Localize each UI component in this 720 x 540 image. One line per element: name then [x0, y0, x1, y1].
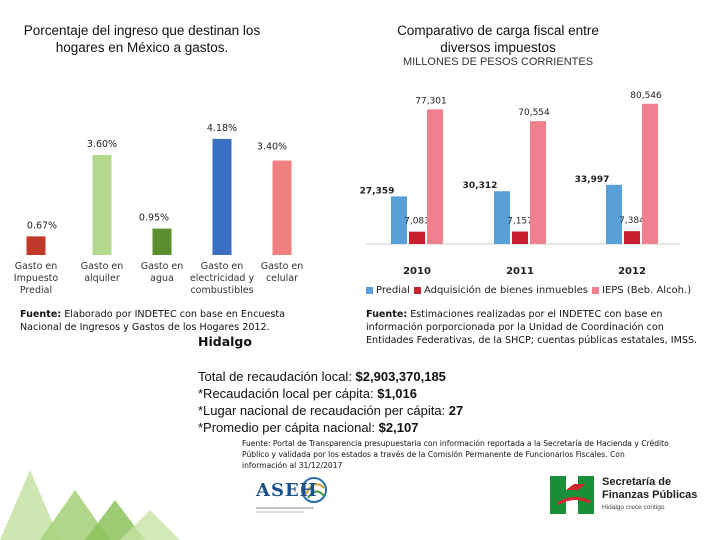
right-bar-value-2-0: 33,997 [575, 175, 610, 185]
left-category-label: alquiler [84, 273, 120, 284]
left-source-text: Elaborado por INDETEC con base en Encues… [20, 309, 285, 333]
right-bar-value-0-2: 77,301 [415, 96, 447, 106]
right-bar-value-2-2: 80,546 [630, 91, 662, 101]
right-bar-1-1 [512, 231, 528, 244]
left-bar-value-0: 0.67% [27, 220, 57, 231]
left-category-label: Gasto en [141, 261, 184, 272]
right-bar-1-0 [494, 191, 510, 244]
right-bar-value-1-2: 70,554 [518, 108, 550, 118]
right-bar-value-2-1: 7,384 [619, 216, 645, 226]
right-bar-value-0-1: 7,083 [404, 217, 430, 227]
left-category-label: combustibles [190, 285, 253, 296]
right-bar-2-0 [606, 184, 622, 244]
right-bar-0-2 [427, 109, 443, 244]
left-category-label: Predial [20, 285, 52, 296]
left-bar-value-4: 3.40% [257, 142, 287, 153]
right-source: Fuente: Estimaciones realizadas por el I… [366, 308, 714, 347]
right-source-label: Fuente: [366, 309, 408, 320]
right-bar-2-2 [642, 103, 658, 244]
right-bar-value-1-1: 7,157 [507, 217, 533, 227]
asej-logo: ASEH [254, 474, 328, 518]
asej-emblem-icon [256, 477, 327, 513]
right-bar-0-1 [409, 231, 425, 244]
legend-label-adquisicion: Adquisición de bienes inmuebles [423, 285, 588, 296]
asej-logo-text: ASEH [256, 480, 318, 501]
state-name: Hidalgo [198, 334, 252, 349]
right-chart-subtitle: MILLONES DE PESOS CORRIENTES [402, 56, 594, 68]
left-bar-value-2: 0.95% [139, 213, 169, 224]
secretaria-tagline: Hidalgo crece contigo [602, 504, 665, 511]
left-bar-value-3: 4.18% [207, 123, 237, 134]
left-category-label: Impuesto [14, 273, 59, 284]
right-bar-0-0 [391, 196, 407, 244]
stat-national-rank: *Lugar nacional de recaudación per cápit… [198, 403, 464, 418]
footnote: Fuente: Portal de Transparencia presupue… [242, 439, 669, 470]
right-category-label: 2011 [506, 266, 534, 277]
left-category-label: electricidad y [190, 273, 255, 284]
left-category-label: Gasto en [81, 261, 124, 272]
left-source-label: Fuente: [20, 309, 62, 320]
right-bar-value-1-0: 30,312 [463, 181, 498, 191]
h-emblem-icon [550, 476, 594, 514]
stat-total: Total de recaudación local: $2,903,370,1… [198, 369, 446, 384]
left-chart-title: Porcentaje del ingreso que destinan los … [23, 23, 261, 55]
legend-swatch-predial [366, 287, 373, 294]
secretaria-line1: Secretaría de [602, 476, 672, 488]
legend-swatch-ieps [592, 287, 599, 294]
right-chart-legend: Predial Adquisición de bienes inmuebles … [366, 285, 691, 296]
right-bar-2-1 [624, 231, 640, 244]
left-category-label: agua [150, 273, 174, 284]
right-chart: 27,359 7,083 77,301 2010 30,312 7,157 70,554 20… [360, 91, 680, 277]
secretaria-logo: Secretaría de Finanzas Públicas Hidalgo … [546, 472, 706, 522]
left-bar-0 [26, 236, 46, 255]
right-source-text: Estimaciones realizadas por el INDETEC c… [366, 309, 698, 346]
decorative-triangles [0, 470, 180, 540]
legend-label-predial: Predial [376, 285, 410, 296]
left-bar-3 [212, 138, 232, 255]
right-category-label: 2010 [403, 266, 431, 277]
left-category-label: Gasto en [15, 261, 58, 272]
stat-national-average: *Promedio per cápita nacional: $2,107 [198, 420, 419, 435]
right-bar-1-2 [530, 121, 546, 244]
left-category-label: Gasto en [261, 261, 304, 272]
left-category-label: Gasto en [201, 261, 244, 272]
left-bar-4 [272, 160, 292, 255]
left-source: Fuente: Elaborado por INDETEC con base e… [20, 308, 320, 334]
right-category-label: 2012 [618, 266, 646, 277]
left-category-label: celular [266, 273, 298, 284]
stats-block: Total de recaudación local: $2,903,370,1… [198, 368, 578, 436]
left-bar-value-1: 3.60% [87, 139, 117, 150]
left-bar-2 [152, 228, 172, 255]
secretaria-line2: Finanzas Públicas [602, 489, 698, 501]
left-bar-1 [92, 155, 112, 255]
right-bar-value-0-0: 27,359 [360, 186, 394, 196]
right-chart-title: Comparativo de carga fiscal entre divers… [397, 23, 599, 55]
stat-per-capita: *Recaudación local per cápita: $1,016 [198, 386, 417, 401]
legend-label-ieps: IEPS (Beb. Alcoh.) [602, 285, 692, 296]
legend-swatch-adquisicion [413, 287, 421, 294]
